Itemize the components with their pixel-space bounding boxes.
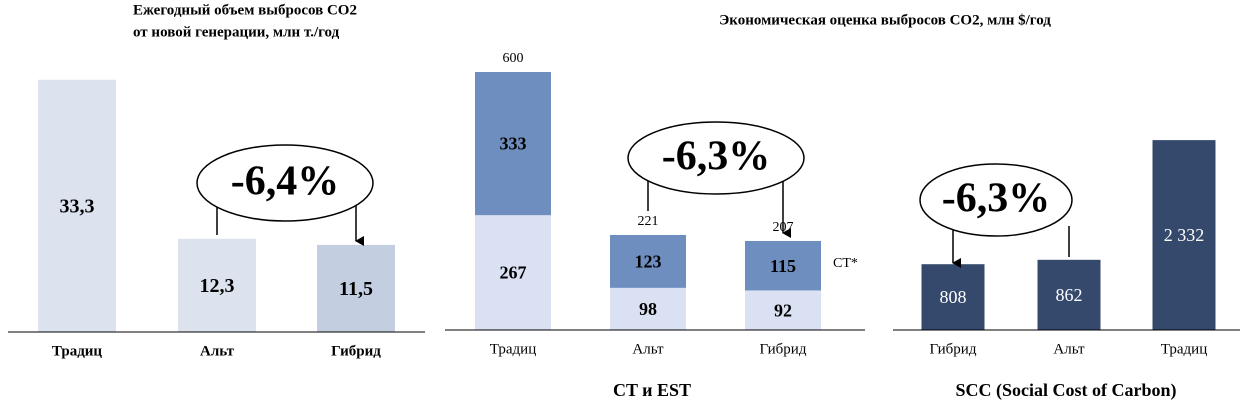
value-label: 12,3 <box>200 275 235 297</box>
chart-title: Экономическая оценка выбросов CO2, млн $… <box>719 12 1051 28</box>
bar-segment <box>745 240 821 291</box>
annotation: -6,3% <box>942 176 1051 222</box>
x-tick-label: Традиц <box>490 341 536 357</box>
value-label: 2 332 <box>1164 225 1205 245</box>
value-label: 267 <box>500 263 527 283</box>
value-label: 115 <box>770 256 796 276</box>
x-tick-label: Альт <box>632 341 664 357</box>
x-tick-label: Альт <box>200 343 235 359</box>
bar-segment <box>745 290 821 330</box>
value-label: 33,3 <box>60 195 95 217</box>
total-label: 221 <box>638 214 659 229</box>
bar-segment <box>610 287 686 330</box>
annotation-ellipse <box>627 121 805 195</box>
x-axis-title: SCC (Social Cost of Carbon) <box>955 380 1176 401</box>
annotation-ellipse <box>196 144 374 222</box>
x-tick-label: Традиц <box>52 343 103 359</box>
value-label: 98 <box>639 299 657 319</box>
x-tick-label: Традиц <box>1161 341 1207 357</box>
bar <box>1037 259 1101 330</box>
value-label: 92 <box>774 300 792 320</box>
total-label: 600 <box>503 51 524 66</box>
bar <box>921 264 985 330</box>
annotation: -6,4% <box>231 159 340 205</box>
legend-label: CT* <box>833 256 858 271</box>
bar-segment <box>610 234 686 288</box>
value-label: 11,5 <box>339 278 373 300</box>
value-label: 123 <box>635 252 662 272</box>
x-tick-label: Гибрид <box>760 341 807 357</box>
bar-segment <box>475 72 551 216</box>
bar-segment <box>475 215 551 330</box>
bar <box>1152 140 1216 330</box>
x-tick-label: Альт <box>1053 341 1085 357</box>
annotation-ellipse <box>919 163 1073 237</box>
value-label: 862 <box>1056 285 1083 305</box>
bar <box>38 79 116 332</box>
x-axis-title: CT и EST <box>613 380 691 400</box>
annotation: -6,3% <box>662 134 771 180</box>
chart-title: от новой генерации, млн т./год <box>133 24 340 40</box>
bar <box>178 238 256 332</box>
x-tick-label: Гибрид <box>930 341 977 357</box>
bar <box>317 244 395 332</box>
value-label: 333 <box>500 134 527 154</box>
chart-title: Ежегодный объем выбросов CO2 <box>133 2 357 18</box>
value-label: 808 <box>940 287 967 307</box>
x-tick-label: Гибрид <box>331 343 381 359</box>
